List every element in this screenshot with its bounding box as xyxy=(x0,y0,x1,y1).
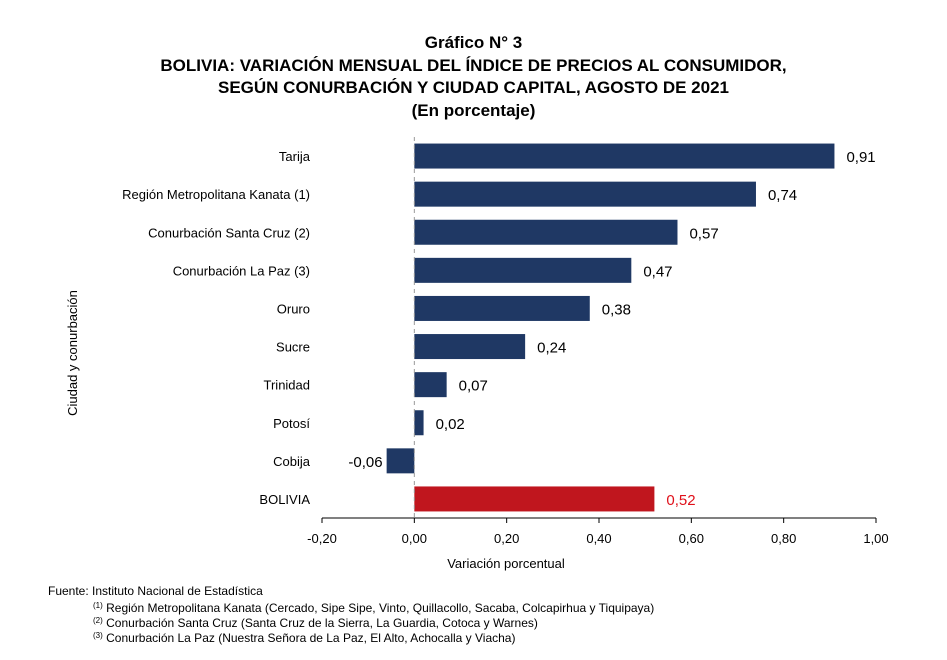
x-tick-label-7: 1,00 xyxy=(863,531,888,546)
footnote-3-text: Conurbación La Paz (Nuestra Señora de La… xyxy=(106,631,516,645)
chart-title-line-3: SEGÚN CONURBACIÓN Y CIUDAD CAPITAL, AGOS… xyxy=(217,78,730,97)
footnote-1-text: Región Metropolitana Kanata (Cercado, Si… xyxy=(106,601,655,615)
category-label-8: Potosí xyxy=(273,416,310,431)
bar-10 xyxy=(414,486,655,512)
bar-3 xyxy=(414,219,678,245)
value-label-5: 0,38 xyxy=(602,301,631,318)
category-label-9: Cobija xyxy=(273,454,311,469)
footnote-3: (3) Conurbación La Paz (Nuestra Señora d… xyxy=(93,628,515,646)
value-label-7: 0,07 xyxy=(459,378,488,395)
category-label-6: Sucre xyxy=(276,340,310,355)
category-label-2: Región Metropolitana Kanata (1) xyxy=(122,187,310,202)
x-tick-label-6: 0,80 xyxy=(771,531,796,546)
chart-title: Gráfico N° 3 xyxy=(424,33,523,52)
value-label-9: -0,06 xyxy=(348,454,382,471)
value-label-6: 0,24 xyxy=(537,340,566,357)
footnote-1-mark: (1) xyxy=(93,601,103,610)
x-tick-label-1: -0,20 xyxy=(307,531,337,546)
chart-subtitle: (En porcentaje) xyxy=(411,101,536,120)
y-axis-label: Ciudad y conurbación xyxy=(65,290,80,416)
value-label-4: 0,47 xyxy=(643,263,672,280)
value-label-3: 0,57 xyxy=(689,225,718,242)
category-label-10: BOLIVIA xyxy=(259,492,310,507)
category-label-1: Tarija xyxy=(279,149,311,164)
bar-1 xyxy=(414,143,835,169)
footnote-1: (1) Región Metropolitana Kanata (Cercado… xyxy=(93,598,654,616)
category-label-5: Oruro xyxy=(277,301,310,316)
bar-4 xyxy=(414,257,632,283)
value-label-1: 0,91 xyxy=(846,149,875,166)
value-label-8: 0,02 xyxy=(436,416,465,433)
chart-title-line-2: BOLIVIA: VARIACIÓN MENSUAL DEL ÍNDICE DE… xyxy=(160,56,787,75)
bar-7 xyxy=(414,372,447,398)
bar-2 xyxy=(414,181,756,207)
category-label-7: Trinidad xyxy=(264,378,310,393)
footnote-2-mark: (2) xyxy=(93,616,103,625)
value-label-10: 0,52 xyxy=(666,492,695,509)
bar-chart: Tarija 0,91 Región Metropolitana Kanata (1… xyxy=(65,137,889,571)
bar-6 xyxy=(414,334,526,360)
x-tick-label-4: 0,40 xyxy=(586,531,611,546)
bar-9 xyxy=(386,448,415,474)
bar-5 xyxy=(414,295,590,321)
footnote-3-mark: (3) xyxy=(93,631,103,640)
value-label-2: 0,74 xyxy=(768,187,797,204)
bar-8 xyxy=(414,410,424,436)
category-label-3: Conurbación Santa Cruz (2) xyxy=(148,225,310,240)
category-label-4: Conurbación La Paz (3) xyxy=(173,263,310,278)
footnote-2: (2) Conurbación Santa Cruz (Santa Cruz d… xyxy=(93,613,538,631)
x-tick-label-5: 0,60 xyxy=(679,531,704,546)
footer-source: Fuente: Instituto Nacional de Estadístic… xyxy=(48,584,263,598)
footnote-2-text: Conurbación Santa Cruz (Santa Cruz de la… xyxy=(106,616,538,630)
x-tick-label-2: 0,00 xyxy=(402,531,427,546)
x-tick-label-3: 0,20 xyxy=(494,531,519,546)
x-axis-label: Variación porcentual xyxy=(447,556,565,571)
